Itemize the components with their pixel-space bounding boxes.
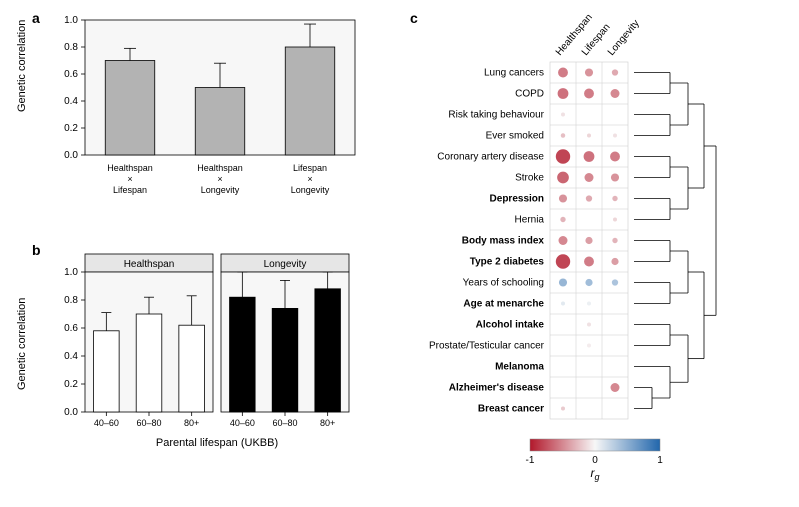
svg-text:Longevity: Longevity [264,259,307,270]
panel-b-chart: 0.0 0.2 0.4 0.6 0.8 1.0 Healthspan 40–60 60–80 80… [40,248,370,478]
panel-a-label: a [32,10,40,26]
svg-text:0.2: 0.2 [64,379,78,390]
svg-text:Stroke: Stroke [515,173,544,184]
svg-text:Lung cancers: Lung cancers [484,68,544,79]
svg-text:Years of schooling: Years of schooling [463,278,544,289]
svg-text:×: × [127,174,132,184]
svg-text:Breast cancer: Breast cancer [478,404,544,415]
svg-text:Parental lifespan (UKBB): Parental lifespan (UKBB) [156,437,278,449]
svg-text:0: 0 [592,455,598,466]
svg-text:Ever smoked: Ever smoked [486,131,544,142]
svg-text:Lifespan: Lifespan [293,163,327,173]
svg-text:COPD: COPD [515,89,544,100]
svg-text:Hernia: Hernia [515,215,545,226]
panel-a-chart: 0.00.20.40.60.81.0Healthspan×LifespanHea… [40,12,370,212]
svg-text:80+: 80+ [320,418,335,428]
svg-text:0.4: 0.4 [64,351,78,362]
svg-text:0.8: 0.8 [64,295,78,306]
svg-text:Age at menarche: Age at menarche [463,299,544,310]
svg-text:Healthspan: Healthspan [197,163,243,173]
svg-text:Longevity: Longevity [606,18,642,58]
svg-text:0.0: 0.0 [64,407,78,418]
svg-text:Body mass index: Body mass index [462,236,545,247]
svg-text:Healthspan: Healthspan [107,163,153,173]
svg-text:40–60: 40–60 [94,418,119,428]
panel-c-chart: HealthspanLifespanLongevityLung cancersC… [410,12,790,502]
svg-text:0.6: 0.6 [64,69,78,80]
svg-text:Depression: Depression [490,194,544,205]
svg-text:60–80: 60–80 [136,418,161,428]
svg-text:-1: -1 [526,455,535,466]
svg-text:1.0: 1.0 [64,267,78,278]
svg-text:0.6: 0.6 [64,323,78,334]
svg-text:0.2: 0.2 [64,123,78,134]
panel-a-ylabel: Genetic correlation [16,20,28,112]
svg-text:40–60: 40–60 [230,418,255,428]
svg-text:Longevity: Longevity [291,185,330,195]
svg-text:Longevity: Longevity [201,185,240,195]
svg-text:Prostate/Testicular cancer: Prostate/Testicular cancer [429,341,545,352]
svg-text:rg: rg [590,466,599,482]
svg-text:80+: 80+ [184,418,199,428]
svg-text:Healthspan: Healthspan [124,259,175,270]
svg-text:Melanoma: Melanoma [495,362,544,373]
svg-text:1.0: 1.0 [64,15,78,26]
svg-text:Alzheimer's disease: Alzheimer's disease [449,383,545,394]
svg-text:×: × [217,174,222,184]
svg-text:60–80: 60–80 [272,418,297,428]
svg-text:Risk taking behaviour: Risk taking behaviour [448,110,544,121]
svg-text:Alcohol intake: Alcohol intake [476,320,545,331]
svg-text:Coronary artery disease: Coronary artery disease [437,152,544,163]
svg-text:Lifespan: Lifespan [113,185,147,195]
svg-text:Type 2 diabetes: Type 2 diabetes [470,257,545,268]
panel-b-ylabel: Genetic correlation [16,298,28,390]
svg-text:0.4: 0.4 [64,96,78,107]
svg-text:1: 1 [657,455,663,466]
svg-text:0.8: 0.8 [64,42,78,53]
svg-text:×: × [307,174,312,184]
svg-text:0.0: 0.0 [64,150,78,161]
